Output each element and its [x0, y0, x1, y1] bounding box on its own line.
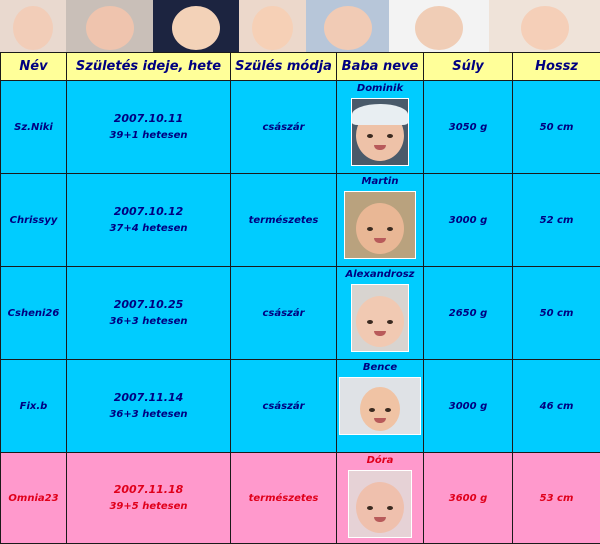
cell-weight: 3000 g — [423, 359, 513, 453]
baby-eye-shape — [367, 227, 373, 231]
baby-head-shape — [360, 387, 400, 431]
header-method: Szülés módja — [230, 52, 337, 81]
strip-photo-portrait-baby — [489, 0, 600, 52]
baby-eye-shape — [387, 134, 393, 138]
birth-date: 2007.11.18 — [113, 483, 184, 496]
strip-photo-sitting-baby — [153, 0, 239, 52]
cell-birth: 2007.10.25 36+3 hetesen — [66, 266, 231, 360]
cell-length: 53 cm — [512, 452, 600, 544]
cell-baby: Dominik — [336, 80, 424, 174]
baby-eye-shape — [367, 506, 373, 510]
baby-name: Martin — [361, 176, 399, 187]
cell-length: 50 cm — [512, 266, 600, 360]
table-row: Omnia23 2007.11.18 39+5 hetesen természetes… — [0, 452, 600, 544]
cell-method: természetes — [230, 173, 337, 267]
cell-weight: 3050 g — [423, 80, 513, 174]
baby-name: Dóra — [366, 455, 394, 466]
cell-user: Chrissyy — [0, 173, 67, 267]
table-row: Chrissyy 2007.10.12 37+4 hetesen természete… — [0, 173, 600, 267]
births-table: Név Születés ideje, hete Szülés módja Ba… — [0, 52, 600, 544]
cell-birth: 2007.10.11 39+1 hetesen — [66, 80, 231, 174]
cell-length: 46 cm — [512, 359, 600, 453]
cell-weight: 2650 g — [423, 266, 513, 360]
header-baby: Baba neve — [336, 52, 424, 81]
birth-date: 2007.10.12 — [113, 205, 184, 218]
strip-photo-napping-baby — [306, 0, 389, 52]
strip-photo-sleeping-baby — [0, 0, 66, 52]
table-row: Sz.Niki 2007.10.11 39+1 hetesen császár Domi… — [0, 80, 600, 174]
table-row: Fix.b 2007.11.14 36+3 hetesen császár Bence 3… — [0, 359, 600, 453]
cell-baby: Alexandrosz — [336, 266, 424, 360]
baby-head-shape — [356, 296, 404, 347]
birth-week: 36+3 hetesen — [109, 316, 188, 327]
baby-eye-shape — [367, 320, 373, 324]
baby-photo — [351, 284, 409, 352]
birth-date: 2007.10.25 — [113, 298, 184, 311]
baby-face-shape — [172, 6, 220, 50]
birth-date: 2007.11.14 — [113, 391, 184, 404]
cell-method: természetes — [230, 452, 337, 544]
cell-length: 52 cm — [512, 173, 600, 267]
baby-head-shape — [356, 203, 404, 254]
baby-eye-shape — [387, 506, 393, 510]
baby-photo — [348, 470, 412, 538]
baby-name: Bence — [362, 362, 398, 373]
cell-user: Csheni26 — [0, 266, 67, 360]
baby-face-shape — [252, 6, 293, 50]
strip-photo-smiling-baby — [239, 0, 306, 52]
baby-mouth-shape — [374, 331, 386, 336]
baby-mouth-shape — [374, 145, 386, 150]
cell-weight: 3600 g — [423, 452, 513, 544]
baby-cap-shape — [352, 104, 408, 125]
table-header-row: Név Születés ideje, hete Szülés módja Ba… — [0, 52, 600, 81]
cell-baby: Dóra — [336, 452, 424, 544]
baby-eye-shape — [387, 227, 393, 231]
birth-week: 37+4 hetesen — [109, 223, 188, 234]
cell-user: Fix.b — [0, 359, 67, 453]
baby-photo — [339, 377, 421, 435]
cell-user: Sz.Niki — [0, 80, 67, 174]
strip-photo-blue-eyed-baby — [66, 0, 153, 52]
strip-photo-towel-baby — [389, 0, 489, 52]
cell-method: császár — [230, 359, 337, 453]
cell-method: császár — [230, 266, 337, 360]
birth-week: 39+1 hetesen — [109, 130, 188, 141]
cell-baby: Bence — [336, 359, 424, 453]
baby-mouth-shape — [374, 238, 386, 243]
baby-head-shape — [356, 482, 404, 533]
cell-birth: 2007.11.14 36+3 hetesen — [66, 359, 231, 453]
baby-photo — [351, 98, 409, 166]
birth-date: 2007.10.11 — [113, 112, 184, 125]
baby-face-shape — [520, 6, 569, 50]
table-row: Csheni26 2007.10.25 36+3 hetesen császár Ale… — [0, 266, 600, 360]
baby-photo — [344, 191, 416, 259]
cell-birth: 2007.10.12 37+4 hetesen — [66, 173, 231, 267]
birth-week: 36+3 hetesen — [109, 409, 188, 420]
baby-mouth-shape — [374, 418, 386, 423]
baby-eye-shape — [385, 408, 391, 412]
cell-length: 50 cm — [512, 80, 600, 174]
cell-birth: 2007.11.18 39+5 hetesen — [66, 452, 231, 544]
header-birth: Születés ideje, hete — [66, 52, 231, 81]
baby-eye-shape — [387, 320, 393, 324]
cell-method: császár — [230, 80, 337, 174]
cell-baby: Martin — [336, 173, 424, 267]
baby-face-shape — [13, 6, 53, 50]
header-length: Hossz — [512, 52, 600, 81]
photo-strip — [0, 0, 600, 52]
cell-user: Omnia23 — [0, 452, 67, 544]
baby-eye-shape — [369, 408, 375, 412]
baby-face-shape — [415, 6, 463, 50]
baby-mouth-shape — [374, 517, 386, 522]
header-weight: Súly — [423, 52, 513, 81]
baby-face-shape — [323, 6, 372, 50]
cell-weight: 3000 g — [423, 173, 513, 267]
birth-week: 39+5 hetesen — [109, 501, 188, 512]
baby-name: Dominik — [356, 83, 404, 94]
header-name: Név — [0, 52, 67, 81]
baby-eye-shape — [367, 134, 373, 138]
baby-name: Alexandrosz — [345, 269, 415, 280]
baby-face-shape — [85, 6, 134, 50]
